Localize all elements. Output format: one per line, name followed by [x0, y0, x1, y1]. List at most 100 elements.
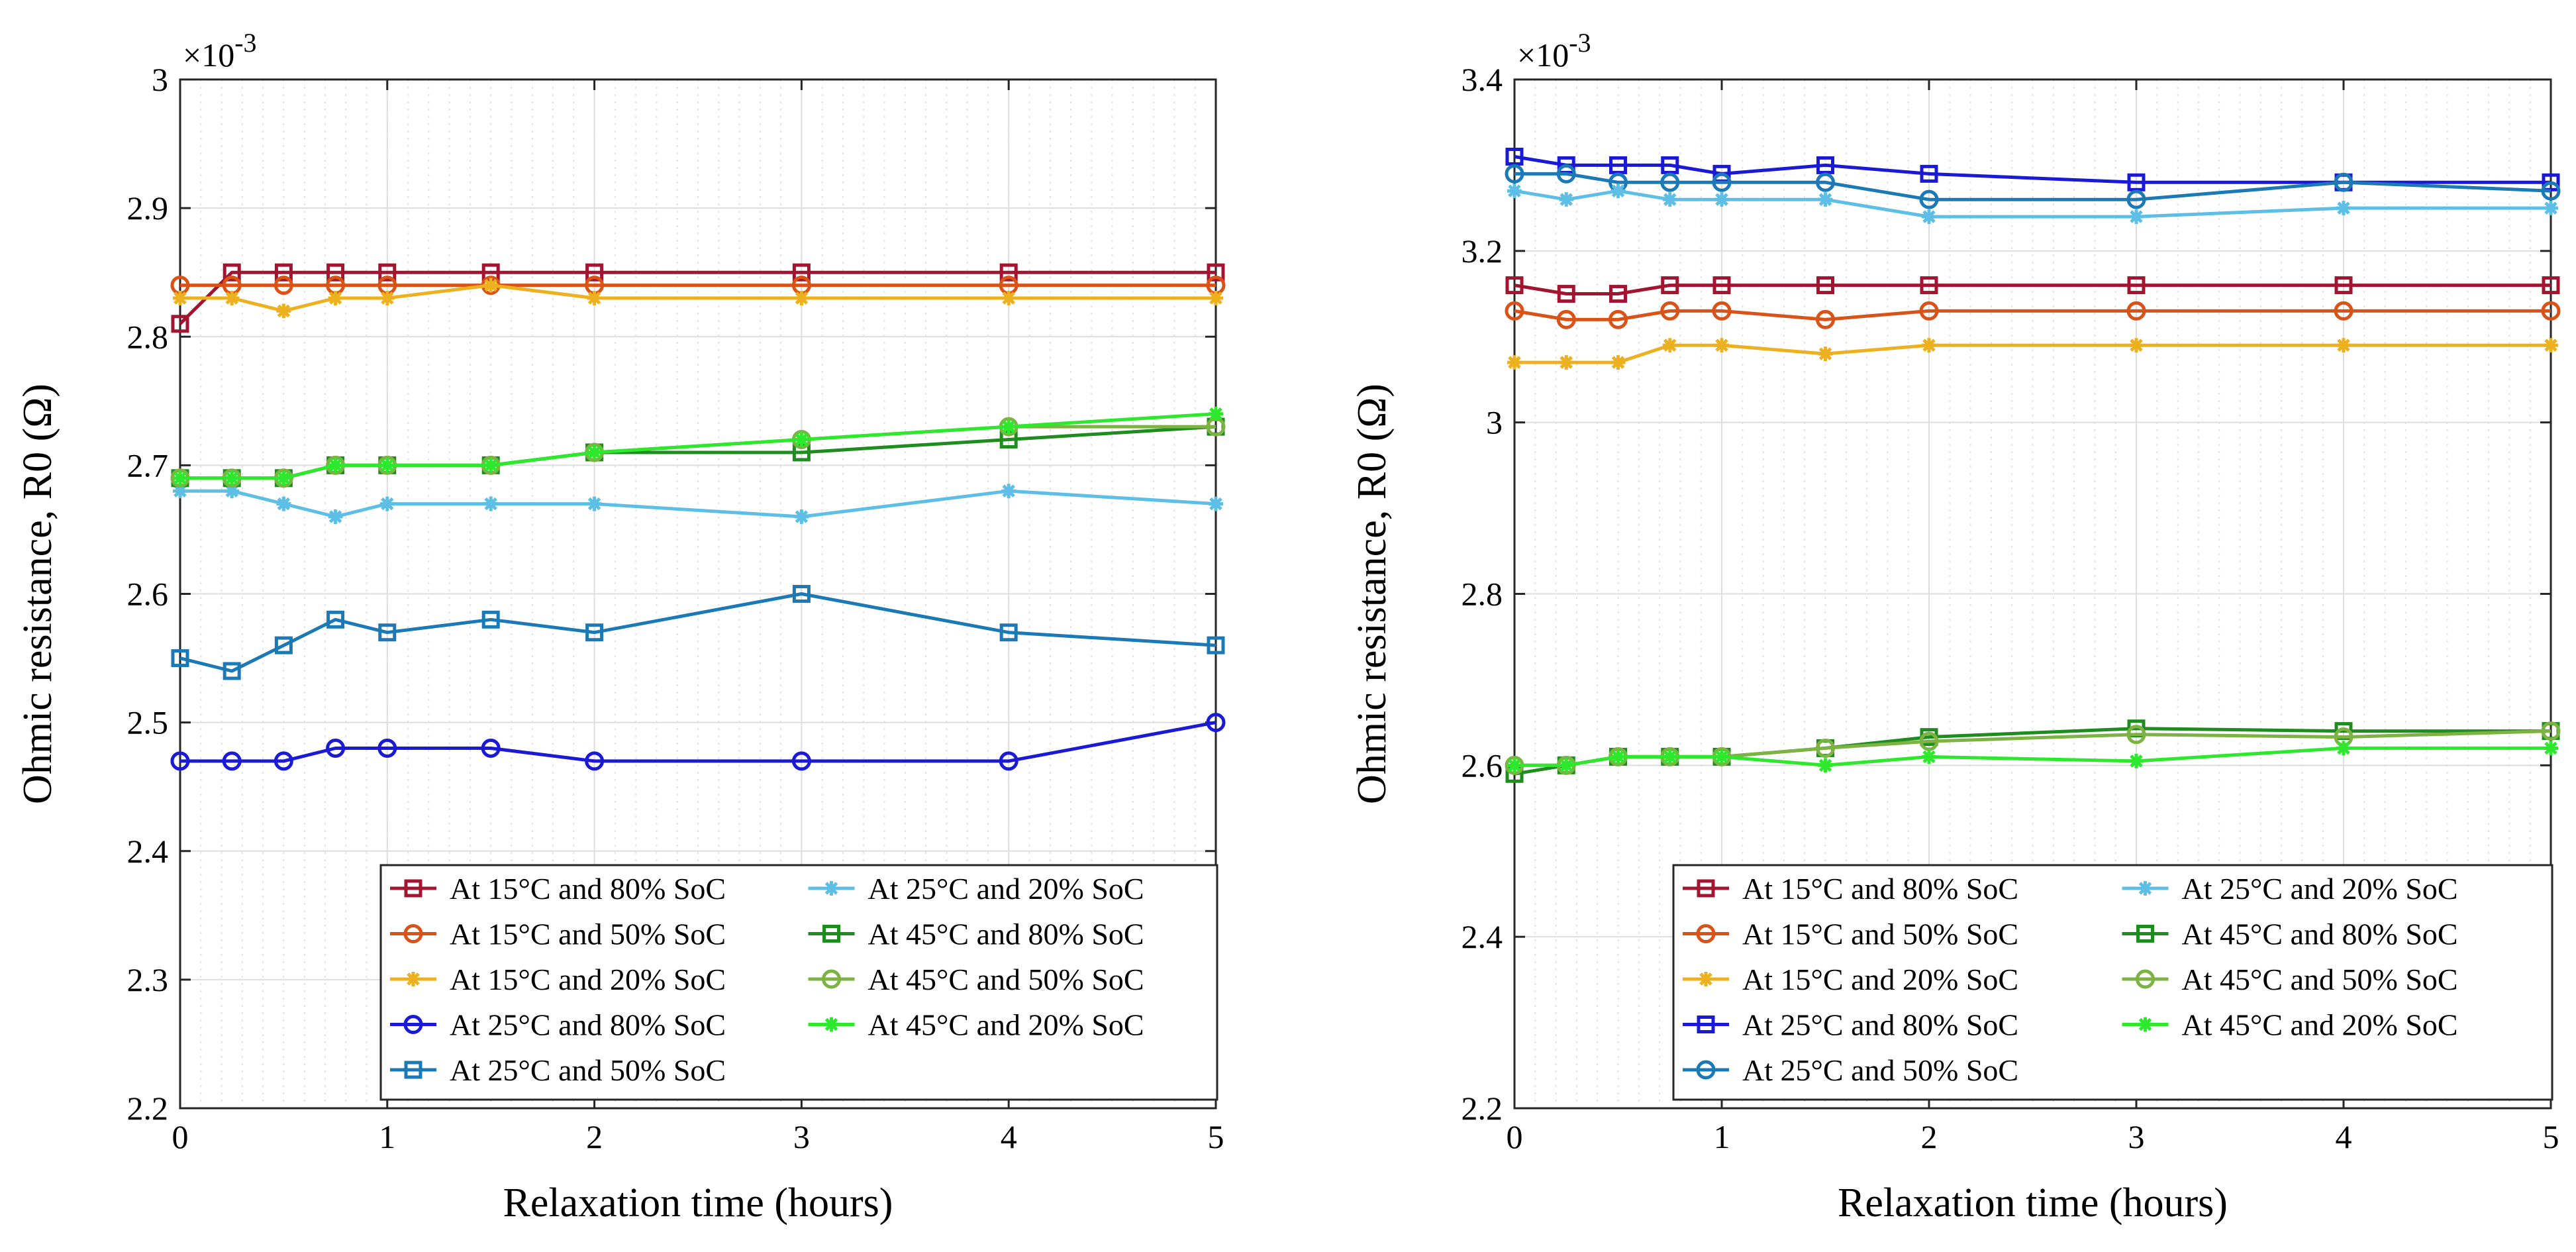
- legend-item-5: At 25°C and 20% SoC: [2122, 872, 2458, 906]
- y-tick-label: 2.8: [127, 318, 169, 355]
- x-axis-label: Relaxation time (hours): [1838, 1180, 2228, 1226]
- marker-asterisk-series-5-9: [1209, 496, 1223, 511]
- marker-asterisk-series-8-3: [1662, 749, 1677, 764]
- legend-item-7: At 45°C and 50% SoC: [808, 963, 1144, 996]
- marker-asterisk-legend-2-0: [1699, 972, 1713, 986]
- legend-item-1: At 15°C and 50% SoC: [1683, 917, 2018, 951]
- marker-square-legend-6-0: [2136, 925, 2154, 943]
- marker-asterisk-series-5-8: [1001, 484, 1016, 499]
- y-tick-label: 2.4: [1461, 918, 1503, 955]
- marker-circle-series-3-8: [999, 751, 1018, 771]
- marker-square-series-0-7: [792, 263, 811, 282]
- marker-circle-series-1-3: [1660, 301, 1680, 321]
- marker-square-series-0-6: [585, 263, 604, 282]
- marker-circle-series-4-4: [1712, 172, 1732, 192]
- marker-circle-series-3-5: [481, 738, 501, 758]
- marker-asterisk-series-8-6: [1922, 749, 1936, 764]
- marker-asterisk-series-8-4: [1714, 749, 1729, 764]
- marker-asterisk-legend-8-0: [824, 1017, 839, 1032]
- marker-circle-series-1-2: [273, 276, 293, 295]
- y-tick-label: 2.4: [127, 833, 169, 870]
- marker-asterisk-legend-5-0: [824, 881, 839, 896]
- series-line-8: [1514, 746, 2551, 767]
- y-tick-label: 2.5: [127, 704, 169, 741]
- legend-label: At 25°C and 20% SoC: [2182, 872, 2458, 906]
- marker-square-series-0-8: [2334, 276, 2353, 295]
- marker-circle-series-3-7: [791, 751, 811, 771]
- series-group: [1505, 147, 2561, 783]
- legend-item-0: At 15°C and 80% SoC: [390, 872, 726, 906]
- marker-asterisk-series-8-3: [328, 458, 343, 473]
- y-axis-exponent: ×10-3: [1517, 28, 1591, 74]
- x-tick-label: 3: [2128, 1118, 2145, 1155]
- marker-circle-series-3-0: [170, 751, 190, 771]
- marker-square-series-4-7: [792, 585, 811, 603]
- marker-square-series-3-5: [1816, 156, 1834, 174]
- marker-asterisk-series-5-1: [1559, 192, 1574, 207]
- x-tick-label: 4: [1001, 1118, 1017, 1155]
- y-tick-label: 2.2: [1461, 1090, 1503, 1127]
- marker-square-legend-3-0: [1697, 1016, 1715, 1033]
- legend-item-8: At 45°C and 20% SoC: [808, 1008, 1144, 1042]
- series-line-5: [180, 489, 1216, 519]
- marker-circle-legend-7-0: [2136, 969, 2155, 989]
- marker-square-series-3-2: [1609, 156, 1627, 174]
- legend-item-7: At 45°C and 50% SoC: [2122, 963, 2458, 996]
- marker-asterisk-series-8-5: [1818, 758, 1833, 773]
- legend-label: At 45°C and 20% SoC: [2182, 1008, 2458, 1042]
- y-axis-label: Ohmic resistance, R0 (Ω): [15, 384, 60, 804]
- marker-asterisk-series-8-2: [276, 470, 291, 486]
- marker-asterisk-series-8-7: [794, 432, 809, 447]
- x-tick-label: 2: [586, 1118, 603, 1155]
- marker-circle-legend-1-0: [403, 924, 423, 943]
- series-line-4: [179, 592, 1216, 673]
- marker-square-series-4-5: [481, 610, 500, 629]
- marker-square-legend-0-0: [404, 879, 422, 898]
- marker-asterisk-series-8-9: [2544, 741, 2558, 756]
- marker-asterisk-series-5-4: [1714, 192, 1729, 207]
- marker-circle-series-7-5: [1816, 738, 1835, 758]
- marker-asterisk-legend-5-0: [2138, 881, 2153, 896]
- marker-circle-series-1-2: [1609, 309, 1628, 329]
- marker-square-legend-6-0: [822, 925, 840, 943]
- marker-circle-series-3-6: [585, 751, 605, 771]
- marker-square-series-4-4: [378, 623, 397, 642]
- x-axis-label: Relaxation time (hours): [503, 1180, 893, 1226]
- marker-asterisk-series-8-0: [173, 470, 187, 486]
- x-tick-label: 2: [1921, 1118, 1938, 1155]
- legend-item-3: At 25°C and 80% SoC: [1683, 1008, 2018, 1042]
- marker-circle-series-4-7: [2126, 189, 2146, 209]
- y-axis-label: Ohmic resistance, R0 (Ω): [1350, 384, 1395, 804]
- marker-asterisk-series-5-2: [276, 496, 291, 511]
- marker-asterisk-series-8-4: [379, 458, 395, 473]
- legend-label: At 25°C and 80% SoC: [450, 1008, 726, 1042]
- marker-circle-series-3-3: [326, 738, 346, 758]
- x-tick-label: 1: [1714, 1118, 1730, 1155]
- marker-square-series-4-9: [1207, 636, 1225, 654]
- exponent-base: ×10: [183, 36, 234, 74]
- marker-circle-series-3-2: [273, 751, 293, 771]
- marker-asterisk-series-5-0: [1507, 183, 1522, 199]
- exponent-power: -3: [1569, 28, 1591, 58]
- marker-square-series-0-1: [223, 263, 241, 282]
- marker-asterisk-series-8-7: [2129, 753, 2144, 768]
- x-tick-label: 5: [2543, 1118, 2559, 1155]
- legend-label: At 15°C and 50% SoC: [1742, 917, 2018, 951]
- marker-circle-series-4-3: [1660, 172, 1680, 192]
- marker-asterisk-series-8-1: [1559, 758, 1574, 773]
- marker-circle-series-4-8: [2334, 172, 2353, 192]
- y-tick-label: 3: [152, 61, 168, 98]
- marker-circle-series-7-6: [1919, 731, 1939, 751]
- series-line-0: [179, 270, 1216, 325]
- chart-panel-right: 0 1 2 3 4 5 2.2 2.4 2.6 2.8 3 3.2 3.4 ×10-3 Relaxation…: [1350, 28, 2561, 1226]
- marker-asterisk-series-8-1: [224, 470, 240, 486]
- marker-asterisk-series-2-4: [1714, 338, 1729, 353]
- marker-square-series-4-6: [585, 623, 604, 642]
- y-tick-label: 3.4: [1461, 61, 1503, 98]
- marker-asterisk-series-2-8: [1001, 291, 1016, 306]
- legend-label: At 15°C and 80% SoC: [1742, 872, 2018, 906]
- legend-label: At 15°C and 20% SoC: [1742, 963, 2018, 996]
- series-line-1: [1514, 309, 2551, 321]
- marker-asterisk-series-2-0: [1507, 355, 1522, 370]
- marker-circle-series-1-9: [2541, 301, 2561, 321]
